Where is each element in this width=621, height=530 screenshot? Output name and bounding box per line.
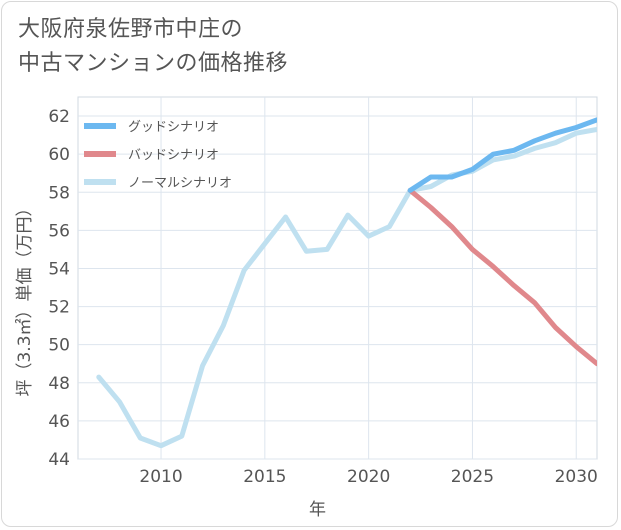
x-axis-label: 年 (309, 500, 326, 520)
x-tick-label: 2030 (555, 467, 598, 487)
y-tick-label: 50 (48, 336, 70, 356)
y-tick-label: 52 (48, 298, 70, 318)
chart-series (96, 117, 597, 449)
x-tick-label: 2020 (347, 467, 390, 487)
x-tick-label: 2015 (243, 467, 286, 487)
series-line-normal (96, 126, 597, 449)
legend-label: グッドシナリオ (128, 120, 219, 135)
legend-label: バッドシナリオ (128, 148, 219, 163)
chart-grid (77, 96, 598, 460)
title-line-2: 中古マンションの価格推移 (18, 51, 289, 76)
y-tick-label: 58 (48, 183, 70, 203)
chart-axes: 44 46 48 50 52 54 56 58 60 62 2010 2015 2020 2025 2030… (15, 107, 598, 520)
series-line-bad (407, 187, 597, 367)
x-tick-label: 2025 (451, 467, 494, 487)
title-line-1: 大阪府泉佐野市中庄の (18, 17, 244, 42)
y-tick-label: 56 (48, 221, 70, 241)
y-tick-label: 60 (48, 145, 70, 165)
y-tick-label: 46 (48, 412, 70, 432)
series-line-good (407, 117, 597, 193)
y-tick-label: 48 (48, 374, 70, 394)
page-title: 大阪府泉佐野市中庄の 中古マンションの価格推移 (18, 13, 578, 81)
y-tick-label: 62 (48, 107, 70, 127)
y-tick-label: 44 (48, 450, 70, 470)
y-tick-label: 54 (48, 259, 70, 279)
x-tick-label: 2010 (139, 467, 182, 487)
y-axis-label: 坪（3.3㎡）単価（万円） (15, 199, 35, 396)
legend-label: ノーマルシナリオ (128, 176, 232, 191)
